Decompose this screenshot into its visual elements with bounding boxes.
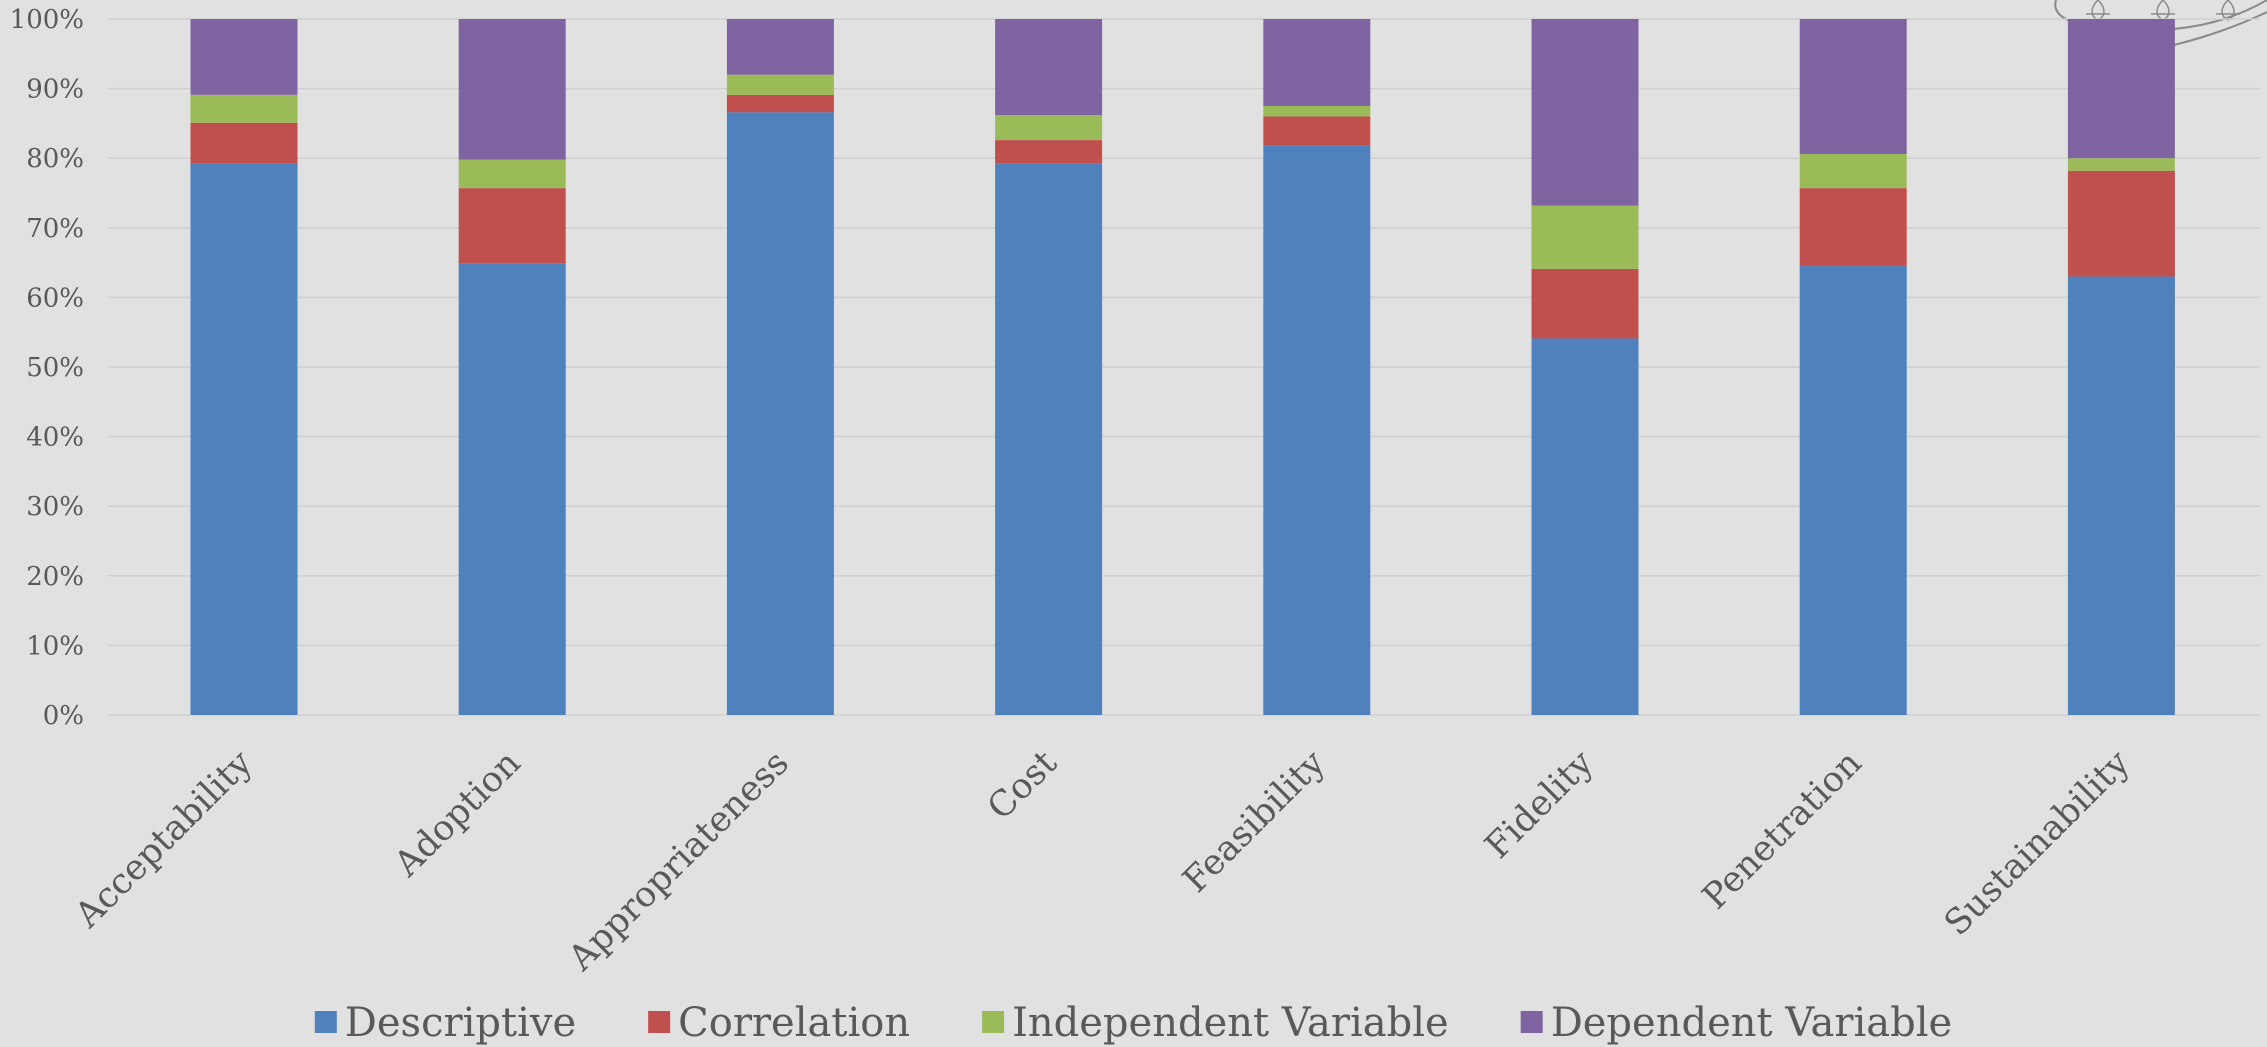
y-tick-label: 10%: [26, 631, 84, 661]
bar-segment-independent-variable: [1263, 106, 1371, 117]
legend-item: Dependent Variable: [1520, 1000, 1953, 1046]
y-tick-label: 20%: [26, 562, 84, 592]
legend-swatch: [648, 1011, 671, 1033]
x-category-label: Fidelity: [1478, 743, 1602, 867]
bar-stack-fidelity: [1531, 19, 1639, 715]
bar-segment-descriptive: [1263, 145, 1371, 715]
gridlines: [108, 18, 2260, 716]
bar-segment-independent-variable: [726, 74, 834, 95]
bar-segment-independent-variable: [458, 159, 566, 189]
bar-segment-descriptive: [2067, 276, 2175, 715]
bar-segment-correlation: [190, 122, 298, 164]
bar-segment-dependent-variable: [1531, 19, 1639, 206]
legend-label: Dependent Variable: [1551, 1000, 1953, 1046]
bar-segment-correlation: [1799, 188, 1907, 267]
bar-stack-appropriateness: [726, 19, 834, 716]
bar-segment-dependent-variable: [1799, 19, 1907, 155]
y-tick-label: 70%: [26, 214, 84, 244]
bar-segment-correlation: [726, 94, 834, 113]
legend-item: Descriptive: [314, 1000, 576, 1046]
bar-segment-independent-variable: [190, 94, 298, 123]
bar-segment-dependent-variable: [2067, 19, 2175, 159]
legend-swatch: [314, 1011, 337, 1033]
bar-segment-descriptive: [1799, 266, 1907, 715]
bar-segment-correlation: [1263, 116, 1371, 146]
bar-segment-correlation: [458, 188, 566, 264]
fleur-de-lis-icon: [2216, 0, 2240, 21]
y-tick-label: 0%: [43, 701, 84, 731]
y-tick-label: 30%: [26, 492, 84, 522]
legend: Descriptive Correlation Independent Variab…: [314, 1000, 1953, 1046]
bar-segment-correlation: [995, 140, 1103, 164]
x-category-label: Cost: [980, 743, 1065, 828]
y-tick-label: 100%: [10, 5, 84, 35]
bar-stack-cost: [995, 19, 1103, 715]
y-tick-label: 90%: [26, 75, 84, 105]
bars: [190, 19, 2175, 716]
x-category-label: Sustainability: [1937, 743, 2138, 944]
x-category-label: Appropriateness: [561, 743, 797, 979]
x-category-label: Penetration: [1695, 743, 1869, 917]
fleur-de-lis-icon: [2151, 0, 2175, 21]
legend-item: Independent Variable: [982, 1000, 1449, 1046]
bar-stack-penetration: [1799, 19, 1907, 715]
legend-swatch: [1520, 1011, 1543, 1033]
y-tick-label: 40%: [26, 423, 84, 453]
bar-segment-descriptive: [995, 163, 1103, 715]
legend-label: Correlation: [678, 1000, 910, 1046]
bar-stack-feasibility: [1263, 19, 1371, 715]
bar-segment-descriptive: [1531, 338, 1639, 715]
legend-swatch: [982, 1011, 1005, 1033]
y-tick-label: 80%: [26, 144, 84, 174]
bar-segment-descriptive: [458, 263, 566, 715]
legend-label: Independent Variable: [1012, 1000, 1449, 1046]
bar-segment-dependent-variable: [1263, 19, 1371, 106]
bar-segment-correlation: [2067, 170, 2175, 277]
bar-segment-dependent-variable: [458, 19, 566, 160]
bar-stack-adoption: [458, 19, 566, 715]
y-tick-label: 50%: [26, 353, 84, 383]
bar-segment-dependent-variable: [190, 19, 298, 95]
bar-segment-independent-variable: [2067, 158, 2175, 171]
x-category-label: Adoption: [386, 743, 528, 885]
bar-segment-independent-variable: [1799, 154, 1907, 189]
x-category-label: Acceptability: [67, 743, 260, 936]
legend-label: Descriptive: [345, 1000, 576, 1046]
bar-segment-descriptive: [190, 163, 298, 715]
watermark-arc: [2159, 11, 2267, 49]
bar-segment-dependent-variable: [995, 19, 1103, 116]
bar-stack-sustainability: [2067, 19, 2175, 715]
bar-segment-independent-variable: [995, 115, 1103, 141]
y-tick-label: 60%: [26, 283, 84, 313]
legend-item: Correlation: [648, 1000, 910, 1046]
bar-segment-descriptive: [726, 112, 834, 716]
bar-stack-acceptability: [190, 19, 298, 715]
bar-segment-correlation: [1531, 268, 1639, 339]
bar-segment-independent-variable: [1531, 205, 1639, 269]
y-axis-tick-labels: 0% 10% 20% 30% 40% 50% 60% 70% 80% 90% 100%: [10, 5, 84, 731]
x-category-label: Feasibility: [1176, 743, 1334, 901]
fleur-de-lis-icon: [2086, 0, 2110, 21]
bar-segment-dependent-variable: [726, 19, 834, 75]
x-axis-category-labels: Acceptability Adoption Appropriateness Cost…: [67, 743, 2138, 979]
